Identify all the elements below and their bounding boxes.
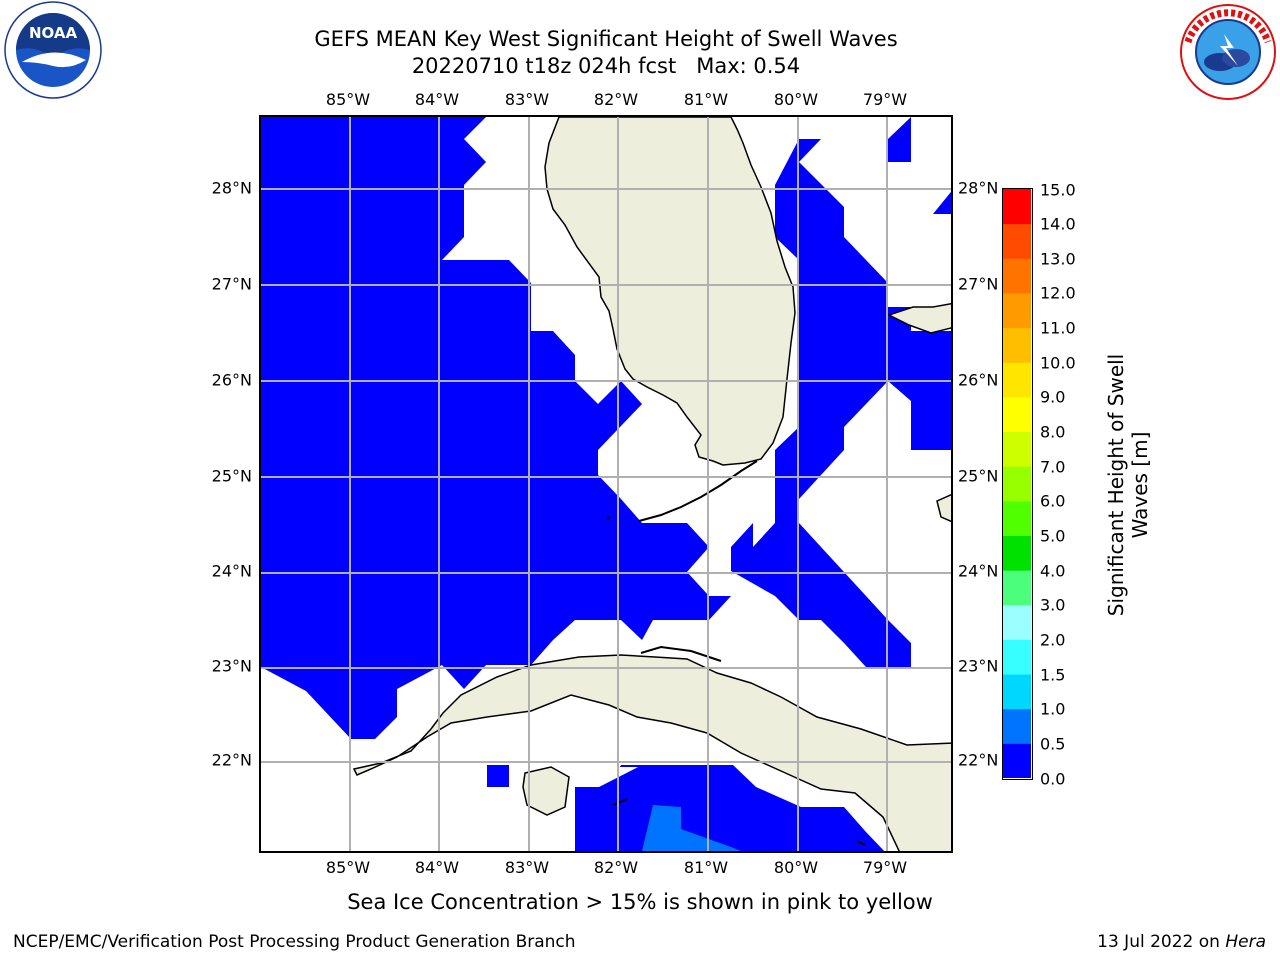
colorbar-tick-label: 15.0 — [1040, 180, 1076, 199]
lat-label-right: 27°N — [958, 274, 999, 294]
noaa-logo: NOAA — [4, 1, 102, 99]
lon-label-top: 80°W — [773, 90, 819, 109]
colorbar-title-line-1: Significant Height of Swell — [1104, 353, 1128, 617]
noaa-logo-text: NOAA — [29, 24, 78, 42]
colorbar-swatch — [1003, 396, 1031, 433]
colorbar-tick-label: 1.0 — [1040, 699, 1066, 719]
lon-label-bottom: 83°W — [504, 858, 550, 877]
colorbar-tick-label: 4.0 — [1040, 561, 1066, 581]
grid — [261, 117, 951, 851]
title-line-2: 20220710 t18z 024h fcst Max: 0.54 — [411, 54, 801, 78]
colorbar — [1002, 188, 1033, 780]
colorbar-tick-label: 3.0 — [1040, 595, 1066, 615]
swell-field — [261, 117, 951, 851]
colorbar-swatch — [1003, 258, 1031, 294]
colorbar-swatch — [1003, 189, 1031, 225]
colorbar-tick-label: 6.0 — [1040, 491, 1066, 511]
colorbar-tick-label: 12.0 — [1040, 283, 1076, 303]
lat-label-right: 23°N — [958, 656, 999, 676]
map-svg — [261, 117, 951, 851]
lat-label-left: 26°N — [211, 370, 252, 390]
footer-credit: NCEP/EMC/Verification Post Processing Pr… — [13, 932, 576, 952]
lon-label-top: 84°W — [414, 90, 460, 109]
lat-label-left: 28°N — [211, 178, 252, 198]
lon-label-top: 82°W — [593, 90, 639, 109]
colorbar-swatch — [1003, 362, 1031, 398]
lon-label-bottom: 81°W — [683, 858, 729, 877]
colorbar-title-line-2: Waves [m] — [1128, 431, 1152, 539]
colorbar-swatch — [1003, 535, 1031, 571]
lat-label-right: 28°N — [958, 178, 999, 198]
colorbar-swatch — [1003, 223, 1031, 259]
colorbar-tick-label: 9.0 — [1040, 387, 1066, 407]
colorbar-tick-label: 10.0 — [1040, 353, 1076, 373]
colorbar-tick-label: 13.0 — [1040, 249, 1076, 269]
lon-label-bottom: 79°W — [862, 858, 908, 877]
lat-label-right: 24°N — [958, 561, 999, 581]
islands — [606, 460, 866, 846]
colorbar-tick-label: 1.5 — [1040, 665, 1066, 685]
lon-label-top: 85°W — [325, 90, 371, 109]
colorbar-swatch — [1003, 743, 1031, 779]
lon-label-top: 83°W — [504, 90, 550, 109]
footer-date-text: 13 Jul 2022 on — [1097, 932, 1226, 952]
land — [352, 117, 951, 851]
colorbar-swatches — [1003, 189, 1031, 779]
footer-date: 13 Jul 2022 on Hera — [1097, 932, 1266, 952]
colorbar-swatch — [1003, 500, 1031, 536]
colorbar-swatch — [1003, 604, 1031, 640]
colorbar-tick-label: 14.0 — [1040, 214, 1076, 234]
nws-logo — [1180, 4, 1276, 100]
colorbar-swatch — [1003, 292, 1031, 329]
lon-label-bottom: 82°W — [593, 858, 639, 877]
lat-label-left: 23°N — [211, 656, 252, 676]
lon-label-bottom: 84°W — [414, 858, 460, 877]
colorbar-swatch — [1003, 327, 1031, 363]
colorbar-title: Significant Height of Swell Waves [m] — [1104, 354, 1152, 616]
lat-label-left: 24°N — [211, 561, 252, 581]
colorbar-swatch — [1003, 708, 1031, 744]
colorbar-tick-label: 8.0 — [1040, 422, 1066, 442]
colorbar-swatch — [1003, 466, 1031, 502]
colorbar-swatch — [1003, 639, 1031, 675]
title-line-1: GEFS MEAN Key West Significant Height of… — [314, 27, 898, 51]
colorbar-tick-label: 2.0 — [1040, 630, 1066, 650]
lat-label-right: 26°N — [958, 370, 999, 390]
lat-label-left: 25°N — [211, 466, 252, 486]
lon-label-top: 81°W — [683, 90, 729, 109]
map-plot-area — [259, 115, 953, 853]
colorbar-tick-label: 0.5 — [1040, 734, 1066, 754]
lat-label-left: 22°N — [211, 750, 252, 770]
colorbar-swatch — [1003, 431, 1031, 467]
colorbar-tick-label: 7.0 — [1040, 457, 1066, 477]
colorbar-swatch — [1003, 674, 1031, 710]
lat-label-left: 27°N — [211, 274, 252, 294]
colorbar-tick-label: 0.0 — [1040, 769, 1066, 788]
colorbar-swatch — [1003, 570, 1031, 606]
colorbar-tick-label: 5.0 — [1040, 526, 1066, 546]
colorbar-tick-label: 11.0 — [1040, 318, 1076, 338]
lat-label-right: 25°N — [958, 466, 999, 486]
footer-host: Hera — [1225, 932, 1266, 952]
lat-label-right: 22°N — [958, 750, 999, 770]
lon-label-top: 79°W — [862, 90, 908, 109]
lon-label-bottom: 80°W — [773, 858, 819, 877]
sea-ice-note: Sea Ice Concentration > 15% is shown in … — [347, 890, 933, 914]
lon-label-bottom: 85°W — [325, 858, 371, 877]
chart-title: GEFS MEAN Key West Significant Height of… — [314, 26, 897, 80]
